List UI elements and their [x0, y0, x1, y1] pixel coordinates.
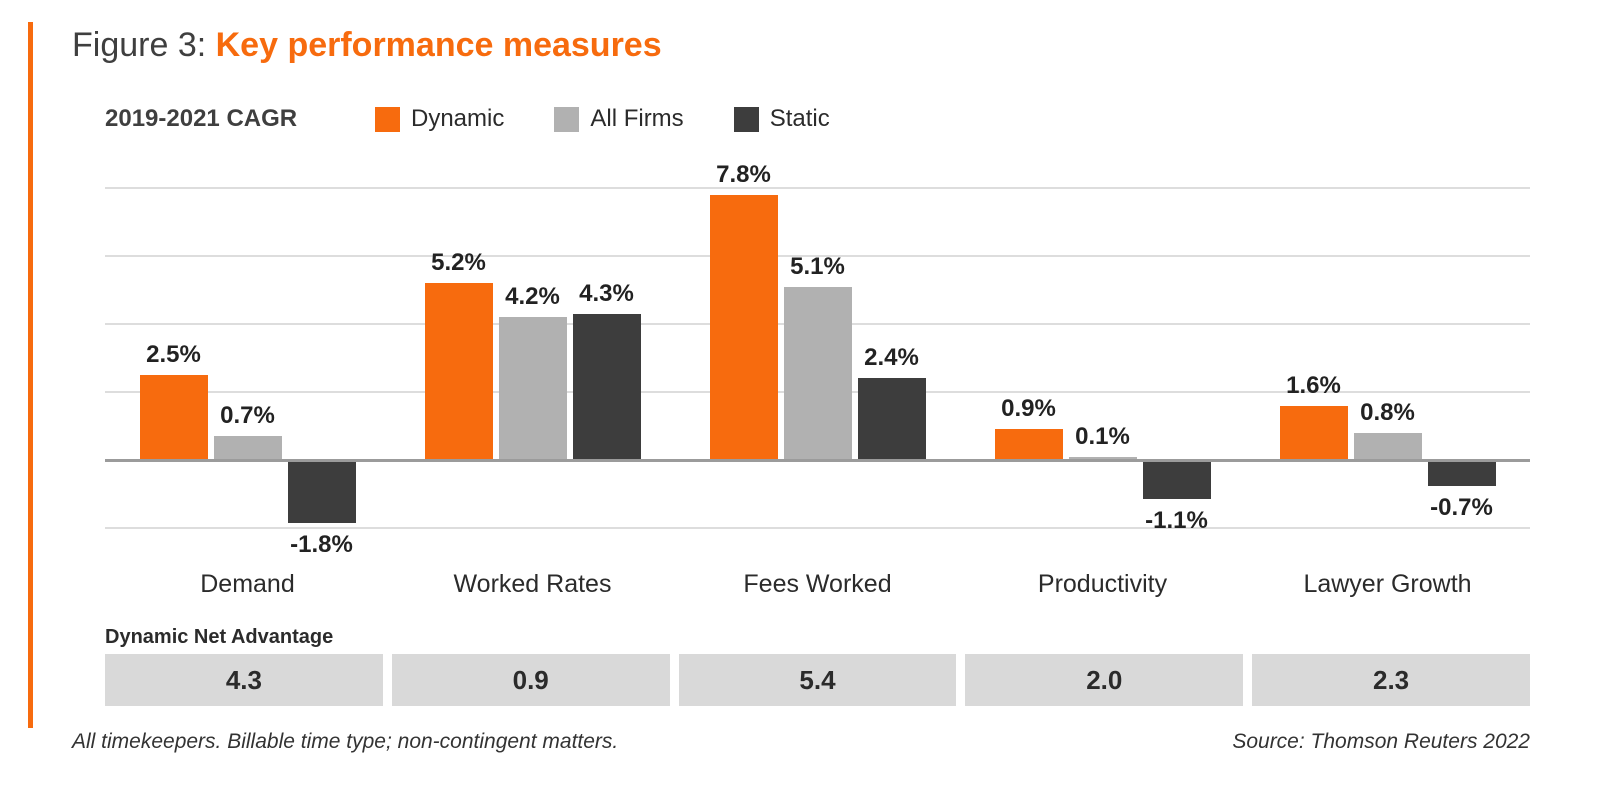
- figure-title: Figure 3: Key performance measures: [72, 26, 662, 65]
- bar-static: [857, 378, 926, 460]
- zero-axis-line: [105, 459, 1530, 462]
- bar-dynamic: [139, 375, 208, 460]
- footer-note: All timekeepers. Billable time type; non…: [72, 730, 619, 753]
- bar-value-label: 1.6%: [1286, 372, 1341, 399]
- legend-items: Dynamic All Firms Static: [375, 105, 830, 133]
- bar-all-firms: [498, 317, 567, 460]
- category-label: Worked Rates: [453, 570, 612, 598]
- bar-value-label: 4.3%: [579, 280, 634, 307]
- cagr-period-label: 2019-2021 CAGR: [105, 105, 298, 132]
- net-advantage-cell: 4.3: [105, 654, 383, 706]
- category-label: Demand: [200, 570, 295, 598]
- category-row: Demand Worked Rates Fees Worked Productivit…: [105, 570, 1530, 599]
- bar-value-label: 5.1%: [790, 253, 845, 280]
- net-advantage-row: 4.3 0.9 5.4 2.0 2.3: [105, 654, 1530, 706]
- legend-swatch-dynamic: [375, 106, 400, 132]
- category-label: Fees Worked: [743, 570, 892, 598]
- bar-value-label: 5.2%: [431, 249, 486, 276]
- bar-dynamic: [994, 429, 1063, 460]
- bar-dynamic: [424, 283, 493, 460]
- category-label: Productivity: [1037, 570, 1168, 598]
- bar-value-label: 7.8%: [716, 161, 771, 188]
- legend-item-dynamic: Dynamic: [375, 105, 504, 133]
- bar-static: [1427, 462, 1496, 486]
- gridline: [105, 255, 1530, 257]
- bar-chart: 2.5% 0.7% -1.8% 5.2% 4.2% 4.3% 7.8% 5.1% 2.4% 0.9…: [105, 150, 1530, 558]
- bar-static: [287, 462, 356, 523]
- bar-dynamic: [709, 195, 778, 460]
- gridline: [105, 187, 1530, 189]
- net-advantage-cell: 0.9: [391, 654, 670, 706]
- legend-label-dynamic: Dynamic: [411, 105, 505, 132]
- legend-swatch-allfirms: [554, 106, 580, 132]
- bar-value-label: 2.4%: [864, 344, 919, 371]
- figure-title-prefix: Figure 3:: [72, 26, 216, 64]
- bar-value-label: 4.2%: [505, 283, 560, 310]
- bar-value-label: -1.8%: [290, 531, 353, 558]
- legend-label-static: Static: [769, 105, 830, 132]
- left-accent-rule: [28, 22, 33, 728]
- bar-all-firms: [213, 436, 282, 460]
- legend-item-static: Static: [733, 105, 830, 133]
- net-advantage-cell: 2.3: [1252, 654, 1530, 706]
- footer-source: Source: Thomson Reuters 2022: [1232, 730, 1530, 753]
- category-label: Lawyer Growth: [1303, 570, 1472, 598]
- bar-value-label: 0.9%: [1001, 395, 1056, 422]
- bar-value-label: 0.1%: [1075, 423, 1130, 450]
- bar-value-label: 0.8%: [1360, 399, 1415, 426]
- bar-value-label: 0.7%: [220, 402, 275, 429]
- figure-title-main: Key performance measures: [215, 26, 662, 64]
- bar-value-label: -1.1%: [1145, 507, 1208, 534]
- bar-all-firms: [1068, 457, 1137, 460]
- gridline: [105, 527, 1530, 529]
- legend-item-allfirms: All Firms: [554, 105, 684, 133]
- net-advantage-cell: 5.4: [678, 654, 957, 706]
- legend-label-allfirms: All Firms: [590, 105, 684, 132]
- bar-static: [1142, 462, 1211, 499]
- net-advantage-label: Dynamic Net Advantage: [105, 626, 334, 648]
- legend-row: 2019-2021 CAGR Dynamic All Firms Static: [105, 104, 830, 134]
- bar-dynamic: [1279, 406, 1348, 460]
- bar-all-firms: [783, 287, 852, 460]
- bar-static: [572, 314, 641, 460]
- net-advantage-cell: 2.0: [965, 654, 1244, 706]
- legend-swatch-static: [733, 106, 759, 132]
- bar-all-firms: [1353, 433, 1422, 460]
- bar-value-label: -0.7%: [1430, 494, 1493, 521]
- bar-value-label: 2.5%: [146, 341, 201, 368]
